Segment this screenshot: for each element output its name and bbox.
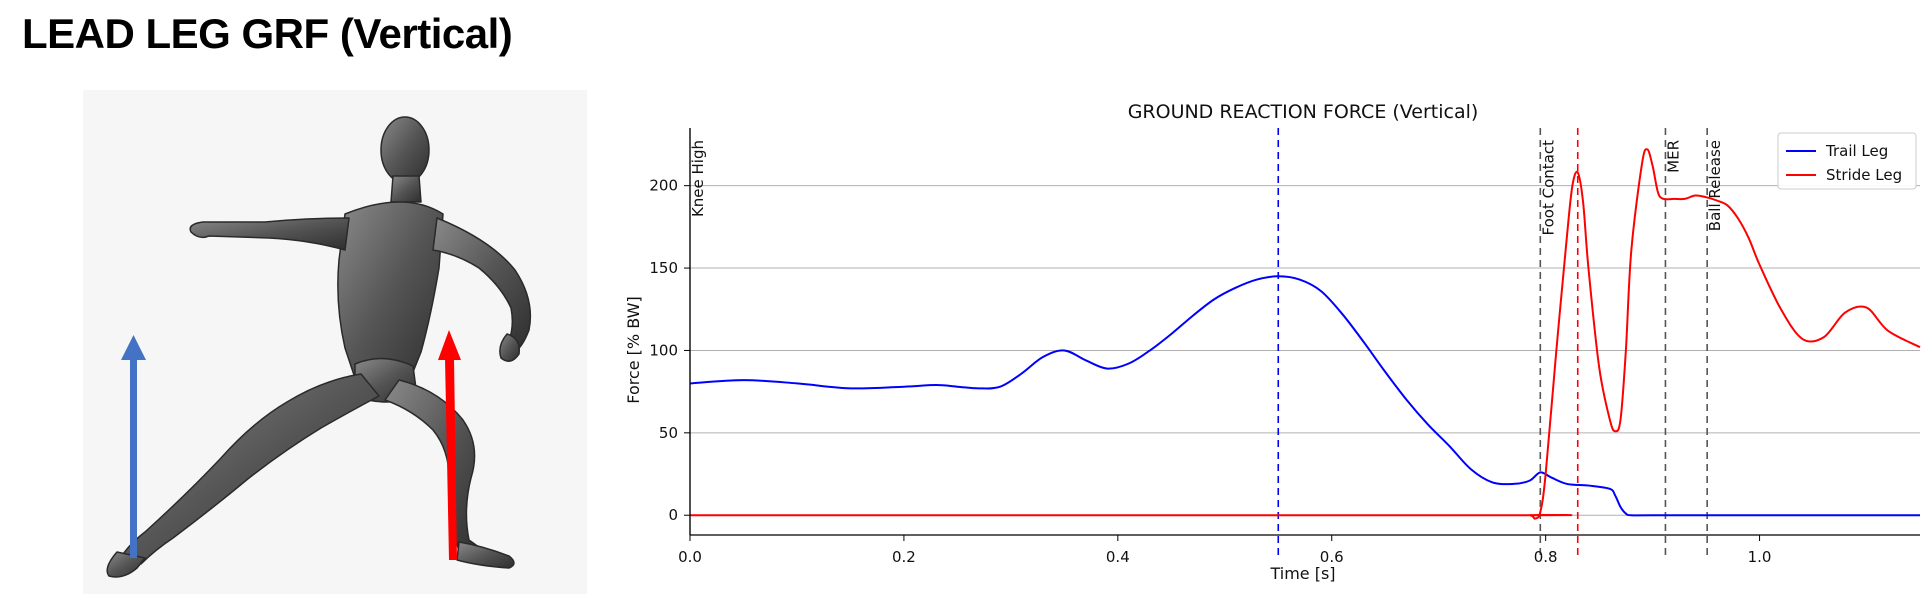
figure-head	[380, 116, 430, 184]
figure-trail-leg	[118, 373, 380, 565]
event-lines: Knee High Foot Contact MER Ball Release	[689, 128, 1724, 555]
x-tick-label: 0.6	[1320, 548, 1344, 566]
legend-label: Stride Leg	[1826, 166, 1902, 184]
y-tick-label: 150	[649, 259, 678, 277]
y-axis-label: Force [% BW]	[624, 296, 643, 403]
event-label: Knee High	[689, 140, 707, 217]
legend: Trail Leg Stride Leg	[1777, 132, 1917, 190]
axes: 0 50 100 150 200 0.0 0.2 0.4 0.6 0.8 1.0	[649, 128, 1920, 566]
figure-left-hand	[499, 333, 520, 362]
x-tick-label: 0.2	[892, 548, 916, 566]
x-axis-label: Time [s]	[1269, 564, 1335, 583]
x-tick-label: 1.0	[1748, 548, 1772, 566]
event-label: Ball Release	[1706, 140, 1724, 231]
pitcher-figure-panel	[83, 90, 587, 594]
figure-stride-leg	[384, 379, 484, 557]
figure-right-arm	[189, 217, 350, 251]
x-tick-label: 0.8	[1534, 548, 1558, 566]
chart-title: GROUND REACTION FORCE (Vertical)	[1128, 101, 1479, 123]
event-label: Foot Contact	[1539, 140, 1557, 236]
y-tick-label: 50	[659, 424, 678, 442]
series-line-trail-leg	[689, 275, 1920, 517]
y-tick-label: 0	[668, 506, 678, 524]
event-label: MER	[1664, 140, 1682, 173]
y-tick-label: 200	[649, 177, 678, 195]
page-title: LEAD LEG GRF (Vertical)	[22, 10, 513, 57]
figure-stride-foot	[456, 541, 515, 569]
series-lines	[689, 148, 1921, 520]
x-tick-label: 0.0	[678, 548, 702, 566]
figure-neck	[390, 175, 422, 203]
legend-label: Trail Leg	[1825, 142, 1888, 160]
pitcher-mannequin-image	[106, 116, 532, 578]
grid-layer	[690, 185, 1920, 516]
grf-chart: Knee High Foot Contact MER Ball Release 0 50…	[624, 101, 1921, 583]
figure-torso	[337, 201, 444, 385]
series-line-stride-leg	[690, 148, 1921, 520]
figure-trail-foot	[106, 551, 146, 578]
stride-leg-force-arrow	[438, 330, 461, 560]
y-tick-label: 100	[649, 341, 678, 359]
figure-left-arm	[432, 217, 532, 353]
x-tick-label: 0.4	[1106, 548, 1130, 566]
trail-leg-force-arrow	[121, 335, 146, 558]
